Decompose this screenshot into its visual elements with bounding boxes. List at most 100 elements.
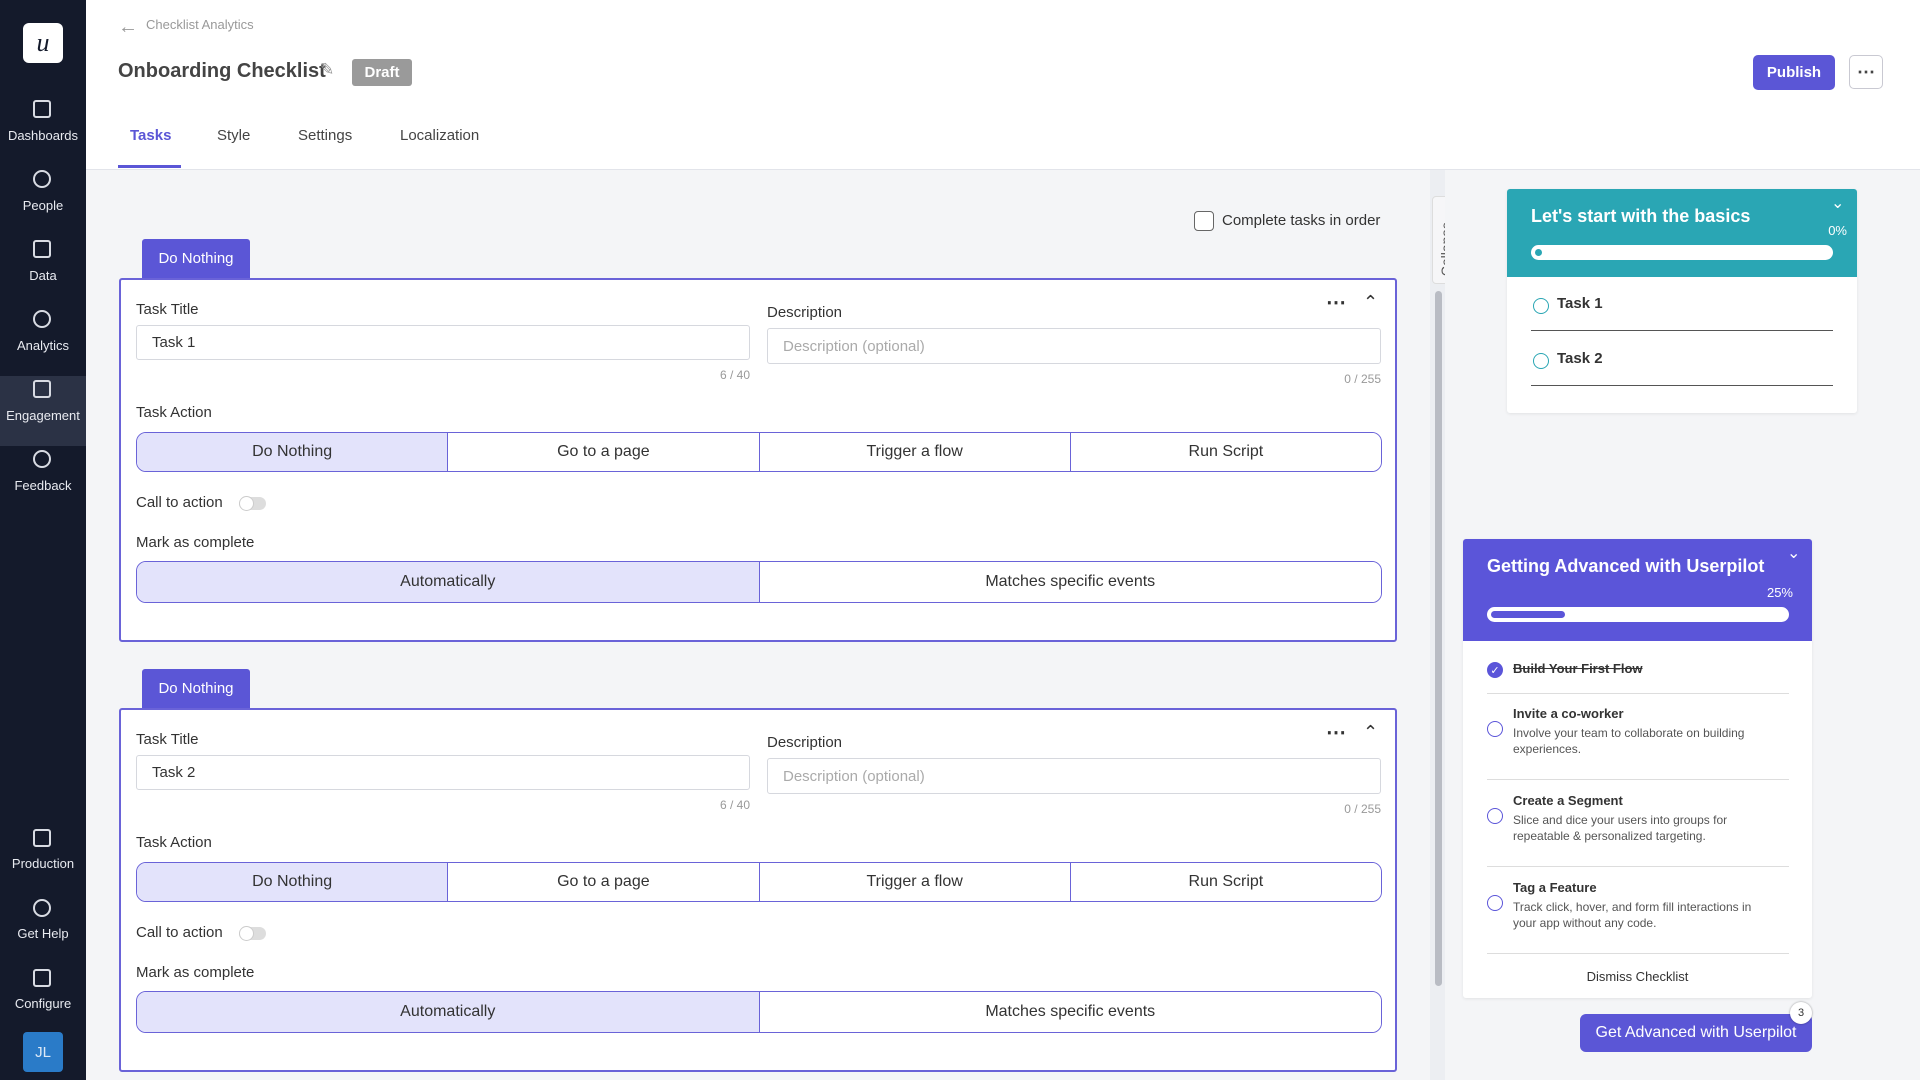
- more-button[interactable]: ⋯: [1849, 55, 1883, 89]
- segmented-control: Do Nothing Go to a page Trigger a flow Run …: [136, 432, 1382, 472]
- task-tag: Do Nothing: [142, 239, 250, 278]
- card-menu[interactable]: ⋯: [1326, 292, 1346, 314]
- nav-icon[interactable]: [33, 899, 51, 917]
- task-radio[interactable]: [1487, 721, 1503, 737]
- status-badge: Draft: [352, 59, 412, 86]
- nav-icon[interactable]: [33, 170, 51, 188]
- tab-underline: [118, 165, 181, 168]
- back-arrow[interactable]: ←: [118, 16, 138, 38]
- card-menu[interactable]: ⋯: [1326, 722, 1346, 744]
- task-title[interactable]: Tag a Feature: [1513, 880, 1597, 895]
- toggle-knob: [239, 496, 254, 511]
- back-link[interactable]: Checklist Analytics: [146, 17, 254, 32]
- field-label: Call to action: [136, 924, 223, 941]
- segment[interactable]: Run Script: [1069, 433, 1381, 471]
- task-radio[interactable]: [1533, 298, 1549, 314]
- nav-label[interactable]: Get Help: [17, 926, 69, 941]
- nav-label[interactable]: Feedback: [14, 478, 72, 493]
- nav-icon[interactable]: [33, 829, 51, 847]
- separator: [1487, 866, 1789, 867]
- field-label: Task Title: [136, 731, 199, 748]
- tab[interactable]: Style: [217, 127, 251, 144]
- task-item[interactable]: Task 2: [1557, 350, 1603, 367]
- task-radio[interactable]: [1487, 895, 1503, 911]
- task-title[interactable]: Invite a co-worker: [1513, 706, 1624, 721]
- collapse-chevron[interactable]: ⌃: [1363, 722, 1379, 742]
- field-label: Task Title: [136, 301, 199, 318]
- task-title[interactable]: Build Your First Flow: [1513, 661, 1643, 676]
- segment[interactable]: Run Script: [1069, 863, 1381, 901]
- segmented-control: Automatically Matches specific events: [136, 991, 1382, 1033]
- separator: [1487, 693, 1789, 694]
- collapse-chevron[interactable]: ⌃: [1363, 292, 1379, 312]
- tab[interactable]: Settings: [298, 127, 353, 144]
- segment[interactable]: Trigger a flow: [758, 863, 1070, 901]
- task-radio[interactable]: [1487, 808, 1503, 824]
- nav-label[interactable]: Analytics: [16, 338, 70, 353]
- segment[interactable]: Automatically: [137, 562, 759, 602]
- nav-label[interactable]: People: [22, 198, 64, 213]
- checkbox-label[interactable]: Complete tasks in order: [1222, 212, 1381, 229]
- preview: Let's start with the basics ⌄ 0% Task 1 Task…: [1445, 170, 1920, 1080]
- task-radio[interactable]: [1533, 353, 1549, 369]
- nav-icon[interactable]: [33, 100, 51, 118]
- separator: [1531, 330, 1833, 331]
- field-label: Call to action: [136, 494, 223, 511]
- nav-label[interactable]: Configure: [14, 996, 72, 1011]
- checklist-header: [1507, 189, 1857, 277]
- nav-icon[interactable]: [33, 969, 51, 987]
- segment[interactable]: Matches specific events: [758, 562, 1381, 602]
- segment[interactable]: Matches specific events: [758, 992, 1381, 1032]
- segment[interactable]: Trigger a flow: [758, 433, 1070, 471]
- task-title[interactable]: Create a Segment: [1513, 793, 1623, 808]
- chevron[interactable]: ⌄: [1831, 195, 1845, 212]
- publish-button[interactable]: Publish: [1753, 55, 1835, 90]
- field-label: Task Action: [136, 404, 212, 421]
- task-description: Track click, hover, and form fill intera…: [1513, 900, 1752, 930]
- edit-icon[interactable]: ✎: [320, 60, 335, 79]
- nav-icon[interactable]: [33, 310, 51, 328]
- char-count: 0 / 255: [1344, 802, 1381, 816]
- nav-label[interactable]: Production: [11, 856, 75, 871]
- tab[interactable]: Tasks: [130, 127, 172, 144]
- segment[interactable]: Do Nothing: [137, 863, 448, 901]
- nav-label[interactable]: Data: [29, 268, 57, 283]
- text-input[interactable]: Task 1: [136, 325, 750, 360]
- segment[interactable]: Do Nothing: [137, 433, 448, 471]
- nav-label[interactable]: Engagement: [6, 408, 80, 423]
- nav-label[interactable]: Dashboards: [7, 128, 79, 143]
- text-input[interactable]: Description (optional): [767, 758, 1381, 794]
- char-count: 6 / 40: [719, 368, 750, 382]
- text-input[interactable]: Task 2: [136, 755, 750, 790]
- segment[interactable]: Automatically: [137, 992, 759, 1032]
- task-tag: Do Nothing: [142, 669, 250, 708]
- task-description: Involve your team to collaborate on buil…: [1513, 726, 1745, 756]
- field-label: Description: [767, 734, 843, 751]
- task-radio[interactable]: ✓: [1487, 662, 1503, 678]
- field-label: Mark as complete: [136, 964, 255, 981]
- nav-icon[interactable]: [33, 380, 51, 398]
- task-description: Slice and dice your users into groups fo…: [1513, 813, 1728, 843]
- checkbox[interactable]: [1194, 211, 1214, 231]
- segment[interactable]: Go to a page: [447, 433, 759, 471]
- field-label: Description: [767, 304, 843, 321]
- nav-icon[interactable]: [33, 450, 51, 468]
- tab[interactable]: Localization: [400, 127, 480, 144]
- text-input[interactable]: Description (optional): [767, 328, 1381, 364]
- chevron[interactable]: ⌄: [1787, 545, 1801, 562]
- segment[interactable]: Go to a page: [447, 863, 759, 901]
- progress-label: 25%: [1766, 585, 1793, 600]
- logo[interactable]: u: [23, 23, 63, 63]
- checklist-header: [1463, 539, 1812, 641]
- progress-bar: [1531, 245, 1833, 260]
- char-count: 0 / 255: [1344, 372, 1381, 386]
- avatar[interactable]: JL: [23, 1032, 63, 1072]
- nav-icon[interactable]: [33, 240, 51, 258]
- launcher-button[interactable]: Get Advanced with Userpilot: [1580, 1014, 1812, 1052]
- dismiss-link[interactable]: Dismiss Checklist: [1586, 969, 1689, 984]
- splitter: Collapse: [1430, 170, 1458, 1080]
- header: ← Checklist Analytics Onboarding Checklist…: [86, 0, 1920, 170]
- task-item[interactable]: Task 1: [1557, 295, 1603, 312]
- field-label: Mark as complete: [136, 534, 255, 551]
